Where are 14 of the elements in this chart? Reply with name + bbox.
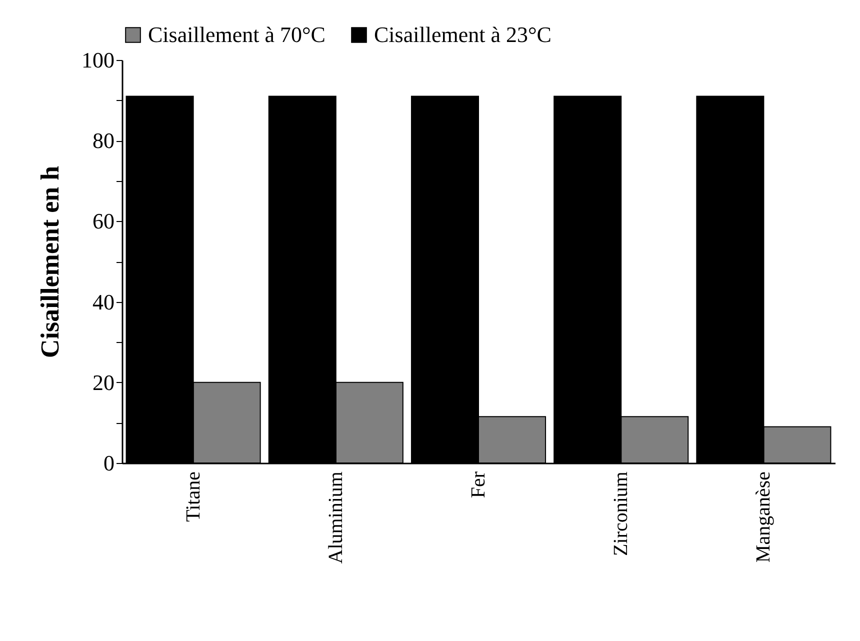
x-tick-label: Manganèse xyxy=(752,471,775,563)
y-tick-label: 0 xyxy=(104,450,114,476)
x-tick-label: Aluminium xyxy=(324,471,347,564)
x-tick-label: Zirconium xyxy=(610,471,632,556)
legend-label: Cisaillement à 23°C xyxy=(374,22,552,47)
y-tick-label: 40 xyxy=(92,289,114,314)
y-axis-title: Cisaillement en h xyxy=(36,165,64,358)
x-tick-label: Fer xyxy=(468,471,490,498)
y-tick-label: 20 xyxy=(92,370,114,395)
x-tick-label: Titane xyxy=(182,471,204,522)
legend-label: Cisaillement à 70°C xyxy=(148,22,326,47)
y-tick-label: 100 xyxy=(82,48,114,72)
y-tick-label: 80 xyxy=(92,128,114,154)
y-tick-label: 60 xyxy=(92,208,114,234)
